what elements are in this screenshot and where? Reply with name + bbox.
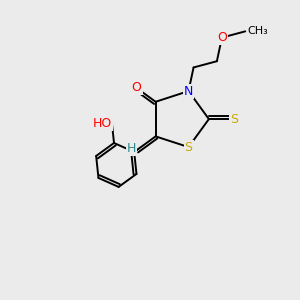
Text: S: S bbox=[184, 141, 193, 154]
Text: N: N bbox=[184, 85, 193, 98]
Text: O: O bbox=[132, 81, 142, 94]
Text: H: H bbox=[127, 142, 136, 155]
Text: HO: HO bbox=[93, 117, 112, 130]
Text: O: O bbox=[217, 31, 227, 44]
Text: S: S bbox=[230, 112, 238, 126]
Text: CH₃: CH₃ bbox=[248, 26, 268, 36]
